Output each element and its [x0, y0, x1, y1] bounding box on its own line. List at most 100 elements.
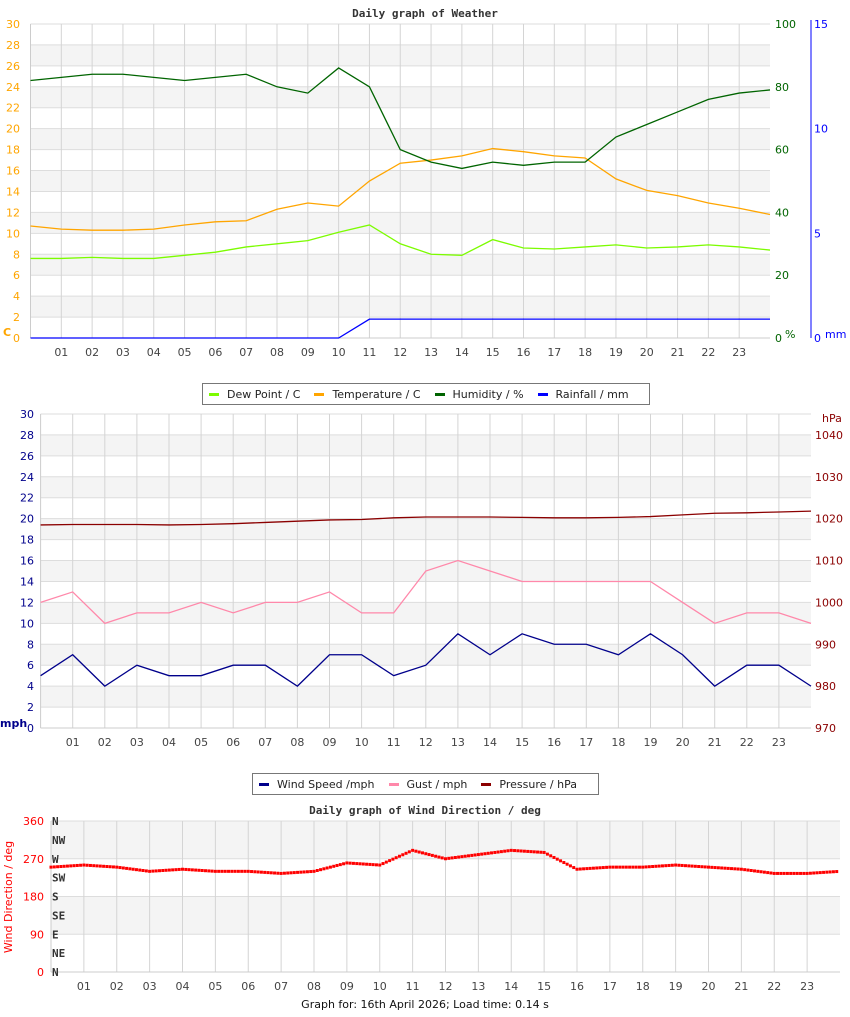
direction-point	[361, 862, 365, 866]
y-tick-left: 6	[27, 659, 34, 672]
direction-point	[526, 849, 530, 853]
y-tick-left: 12	[20, 596, 34, 609]
x-tick-label: 10	[355, 736, 369, 749]
direction-point	[490, 851, 494, 855]
x-tick-label: 22	[740, 736, 754, 749]
direction-point	[217, 869, 221, 873]
direction-point	[444, 857, 447, 861]
x-tick-label: 02	[98, 736, 112, 749]
y-unit-pressure: hPa	[822, 412, 842, 425]
y-unit-left: mph	[0, 717, 27, 730]
x-tick-label: 17	[579, 736, 593, 749]
y-tick-left: 180	[23, 891, 44, 904]
direction-point	[700, 865, 704, 869]
y-tick-humidity: 20	[775, 269, 789, 282]
direction-point	[476, 853, 480, 857]
x-tick-label: 04	[147, 346, 161, 359]
direction-point	[161, 868, 165, 872]
direction-point	[420, 851, 424, 855]
legend-item-rainfall: Rainfall / mm	[537, 388, 629, 401]
direction-point	[56, 865, 60, 869]
direction-point	[647, 865, 651, 869]
direction-point	[315, 868, 319, 872]
direction-point	[269, 871, 273, 875]
direction-point	[365, 862, 369, 866]
x-tick-label: 05	[194, 736, 208, 749]
direction-point	[831, 870, 835, 874]
direction-point	[660, 864, 664, 868]
direction-point	[782, 871, 786, 875]
y-tick-left: 2	[27, 701, 34, 714]
y-tick-left: 0	[37, 966, 44, 979]
y-tick-left: 20	[20, 513, 34, 526]
x-tick-label: 15	[537, 980, 551, 993]
y-tick-rainfall: 10	[814, 123, 828, 136]
direction-point	[355, 862, 359, 866]
y-tick-left: 14	[20, 575, 34, 588]
direction-point	[545, 852, 549, 856]
direction-point	[118, 866, 122, 870]
direction-point	[184, 867, 188, 871]
x-tick-label: 13	[451, 736, 465, 749]
compass-label: N	[52, 966, 59, 979]
direction-point	[407, 850, 411, 854]
direction-point	[200, 868, 204, 872]
direction-point	[470, 853, 474, 857]
y-tick-left: 14	[6, 185, 20, 198]
x-tick-label: 01	[66, 736, 80, 749]
direction-point	[296, 870, 300, 874]
direction-point	[822, 870, 826, 874]
y-tick-pressure: 1010	[815, 555, 843, 568]
direction-point	[825, 870, 829, 874]
y-tick-rainfall: 0	[814, 332, 821, 345]
x-tick-label: 11	[362, 346, 376, 359]
direction-point	[631, 865, 635, 869]
direction-point	[194, 868, 198, 872]
y-tick-left: 22	[20, 492, 34, 505]
y-tick-left: 30	[20, 408, 34, 421]
y-tick-left: 12	[6, 206, 20, 219]
direction-point	[601, 866, 605, 870]
direction-point	[181, 867, 184, 871]
direction-point	[128, 867, 132, 871]
x-tick-label: 09	[301, 346, 315, 359]
y-tick-left: 26	[6, 60, 20, 73]
direction-point	[414, 849, 418, 853]
direction-point	[690, 864, 694, 868]
x-tick-label: 16	[547, 736, 561, 749]
direction-point	[762, 870, 766, 874]
direction-point	[338, 863, 342, 867]
direction-point	[733, 867, 737, 871]
direction-point	[828, 870, 832, 874]
direction-point	[608, 865, 612, 869]
direction-point	[312, 869, 316, 873]
direction-point	[674, 863, 678, 867]
y-tick-left: 16	[6, 165, 20, 178]
direction-point	[240, 869, 244, 873]
direction-point	[680, 863, 684, 867]
direction-point	[651, 865, 655, 869]
x-tick-label: 21	[708, 736, 722, 749]
y-tick-left: 10	[20, 617, 34, 630]
x-tick-label: 09	[340, 980, 354, 993]
y-tick-humidity: 100	[775, 18, 796, 31]
direction-point	[637, 865, 641, 869]
direction-point	[835, 870, 839, 874]
direction-point	[378, 863, 382, 867]
direction-point	[305, 870, 309, 874]
direction-point	[391, 857, 395, 861]
direction-point	[62, 864, 66, 868]
x-tick-label: 07	[274, 980, 288, 993]
direction-point	[522, 849, 526, 853]
direction-point	[279, 871, 283, 875]
y-tick-pressure: 1030	[815, 471, 843, 484]
direction-point	[207, 869, 211, 873]
direction-point	[266, 871, 270, 875]
direction-point	[236, 869, 240, 873]
direction-point	[552, 855, 556, 859]
x-tick-label: 07	[258, 736, 272, 749]
direction-point	[121, 866, 125, 870]
direction-point	[204, 869, 208, 873]
direction-point	[250, 870, 254, 874]
direction-point	[49, 865, 53, 869]
